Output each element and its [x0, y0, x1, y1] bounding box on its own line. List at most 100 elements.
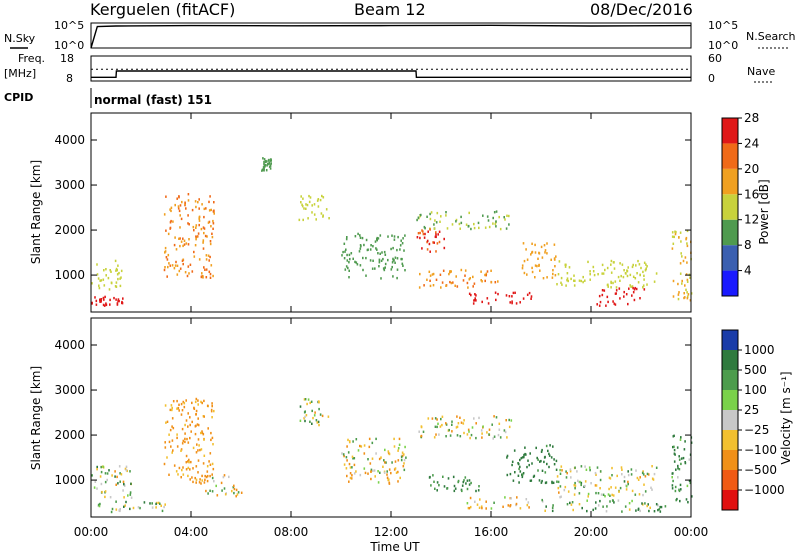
freq-label-2: [MHz]: [4, 67, 36, 80]
heatmap-cell: [680, 436, 682, 439]
colorbar-swatch: [722, 390, 738, 410]
heatmap-cell: [208, 220, 211, 224]
heatmap-cell: [544, 509, 546, 512]
heatmap-cell: [602, 493, 605, 496]
heatmap-cell: [115, 500, 117, 503]
heatmap-cell: [182, 262, 184, 266]
heatmap-cell: [478, 506, 481, 509]
heatmap-cell: [474, 500, 476, 503]
heatmap-cell: [546, 242, 548, 245]
heatmap-cell: [166, 275, 168, 278]
heatmap-cell: [182, 400, 185, 404]
heatmap-cell: [372, 245, 374, 248]
heatmap-cell: [443, 237, 445, 241]
heatmap-cell: [522, 297, 525, 300]
heatmap-cell: [574, 466, 576, 469]
heatmap-cell: [504, 430, 507, 434]
heatmap-cell: [194, 432, 197, 436]
heatmap-cell: [470, 481, 472, 485]
heatmap-cell: [684, 284, 686, 287]
heatmap-cell: [416, 218, 418, 222]
heatmap-cell: [187, 243, 190, 246]
heatmap-cell: [527, 501, 530, 504]
heatmap-cell: [642, 286, 644, 289]
heatmap-cell: [216, 494, 219, 497]
heatmap-cell: [401, 262, 404, 265]
heatmap-cell: [265, 159, 267, 163]
heatmap-cell: [202, 247, 205, 250]
heatmap-cell: [457, 480, 459, 484]
heatmap-cell: [195, 226, 197, 229]
heatmap-cell: [472, 275, 474, 279]
heatmap-cell: [186, 274, 189, 278]
heatmap-cell: [552, 445, 554, 448]
heatmap-cell: [352, 257, 354, 260]
heatmap-cell: [197, 417, 199, 420]
heatmap-cell: [182, 466, 184, 469]
heatmap-cell: [341, 254, 343, 257]
heatmap-cell: [513, 449, 516, 452]
heatmap-cell: [680, 488, 682, 491]
heatmap-cell: [466, 281, 469, 285]
heatmap-cell: [642, 493, 644, 497]
heatmap-cell: [686, 278, 689, 282]
heatmap-cell: [396, 248, 398, 252]
heatmap-cell: [115, 285, 118, 288]
heatmap-cell: [93, 486, 96, 489]
heatmap-cell: [354, 260, 356, 264]
heatmap-cell: [492, 216, 494, 220]
heatmap-cell: [621, 468, 623, 471]
heatmap-cell: [353, 463, 356, 467]
heatmap-cell: [433, 436, 436, 439]
heatmap-cell: [375, 247, 377, 250]
heatmap-cell: [565, 263, 567, 266]
xaxis-label: Time UT: [369, 540, 420, 554]
heatmap-cell: [538, 264, 540, 267]
heatmap-cell: [546, 252, 548, 255]
heatmap-cell: [643, 278, 645, 281]
heatmap-cell: [673, 460, 676, 463]
heatmap-cell: [495, 416, 498, 419]
heatmap-cell: [511, 300, 513, 303]
heatmap-cell: [549, 444, 551, 447]
heatmap-cell: [684, 256, 687, 259]
heatmap-cell: [509, 301, 511, 304]
heatmap-cell: [196, 443, 198, 446]
heatmap-cell: [306, 203, 309, 207]
heatmap-cell: [387, 235, 389, 238]
heatmap-cell: [302, 218, 304, 222]
heatmap-cell: [210, 225, 212, 228]
heatmap-cell: [178, 409, 180, 412]
heatmap-cell: [205, 276, 208, 279]
heatmap-cell: [178, 195, 180, 198]
heatmap-cell: [99, 279, 101, 282]
heatmap-cell: [370, 470, 372, 473]
heatmap-cell: [651, 465, 653, 468]
heatmap-cell: [325, 208, 328, 211]
heatmap-cell: [673, 448, 676, 452]
heatmap-cell: [266, 160, 268, 163]
heatmap-cell: [108, 469, 110, 472]
heatmap-cell: [569, 470, 572, 473]
heatmap-cell: [353, 472, 356, 475]
heatmap-cell: [615, 289, 618, 292]
heatmap-cell: [450, 281, 453, 285]
heatmap-cell: [587, 260, 589, 264]
heatmap-cell: [445, 423, 448, 426]
heatmap-cell: [433, 227, 436, 230]
heatmap-cell: [560, 495, 562, 498]
heatmap-cell: [178, 209, 181, 213]
heatmap-cell: [348, 480, 350, 483]
heatmap-cell: [623, 295, 625, 298]
heatmap-cell: [467, 506, 470, 510]
heatmap-cell: [511, 463, 513, 467]
heatmap-cell: [495, 298, 497, 302]
heatmap-cell: [327, 415, 330, 418]
heatmap-cell: [679, 499, 681, 503]
heatmap-cell: [434, 487, 436, 490]
heatmap-cell: [223, 474, 226, 477]
heatmap-cell: [678, 455, 680, 458]
heatmap-cell: [429, 212, 431, 216]
heatmap-cell: [347, 438, 349, 442]
